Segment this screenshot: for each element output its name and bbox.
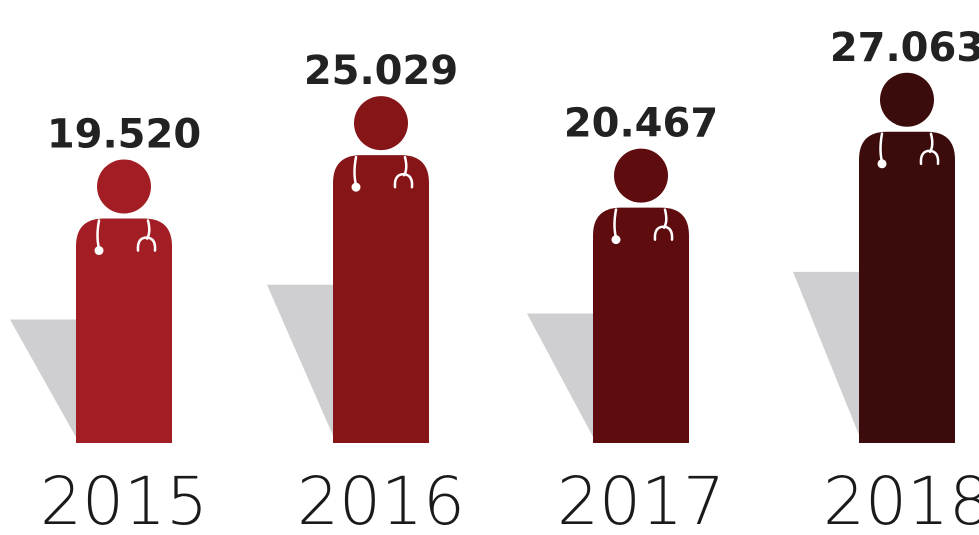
value-label: 25.029 xyxy=(304,48,458,94)
doctor-bar xyxy=(593,148,689,443)
stethoscope-tube-icon xyxy=(653,208,674,241)
bar-shadows xyxy=(10,271,863,443)
stethoscope-chestpiece-icon xyxy=(611,235,621,245)
doctor-head-icon xyxy=(354,96,408,151)
doctor-bar xyxy=(76,159,172,443)
doctor-head-icon xyxy=(880,72,934,127)
bar xyxy=(593,207,689,443)
bar xyxy=(859,131,955,443)
value-label: 20.467 xyxy=(564,101,718,147)
stethoscope-tube-icon xyxy=(393,155,414,189)
stethoscope-chestpiece-icon xyxy=(351,182,361,192)
doctor-head-icon xyxy=(97,159,151,214)
value-label: 19.520 xyxy=(47,112,201,158)
category-label: 2018 xyxy=(823,463,979,535)
bar-shadow xyxy=(793,271,863,443)
category-label: 2016 xyxy=(297,463,465,535)
stethoscope-tube-icon xyxy=(136,219,157,252)
bar-shadow xyxy=(10,319,80,443)
doctor-bars xyxy=(76,72,955,443)
category-label: 2017 xyxy=(557,463,725,535)
value-label: 27.063 xyxy=(830,25,979,71)
doctor-bar xyxy=(859,72,955,443)
stethoscope-tube-icon xyxy=(919,132,940,166)
bar-shadow xyxy=(527,313,597,443)
stethoscope-chestpiece-icon xyxy=(877,159,887,169)
stethoscope-chestpiece-icon xyxy=(94,246,104,256)
bar xyxy=(333,155,429,443)
doctor-head-icon xyxy=(614,148,668,203)
bar xyxy=(76,218,172,443)
doctor-bar xyxy=(333,96,429,443)
category-labels: 2015 2016 2017 2018 xyxy=(40,463,979,535)
bar-shadow xyxy=(267,284,337,443)
value-labels: 19.520 25.029 20.467 27.063 xyxy=(47,25,979,158)
category-label: 2015 xyxy=(40,463,208,535)
